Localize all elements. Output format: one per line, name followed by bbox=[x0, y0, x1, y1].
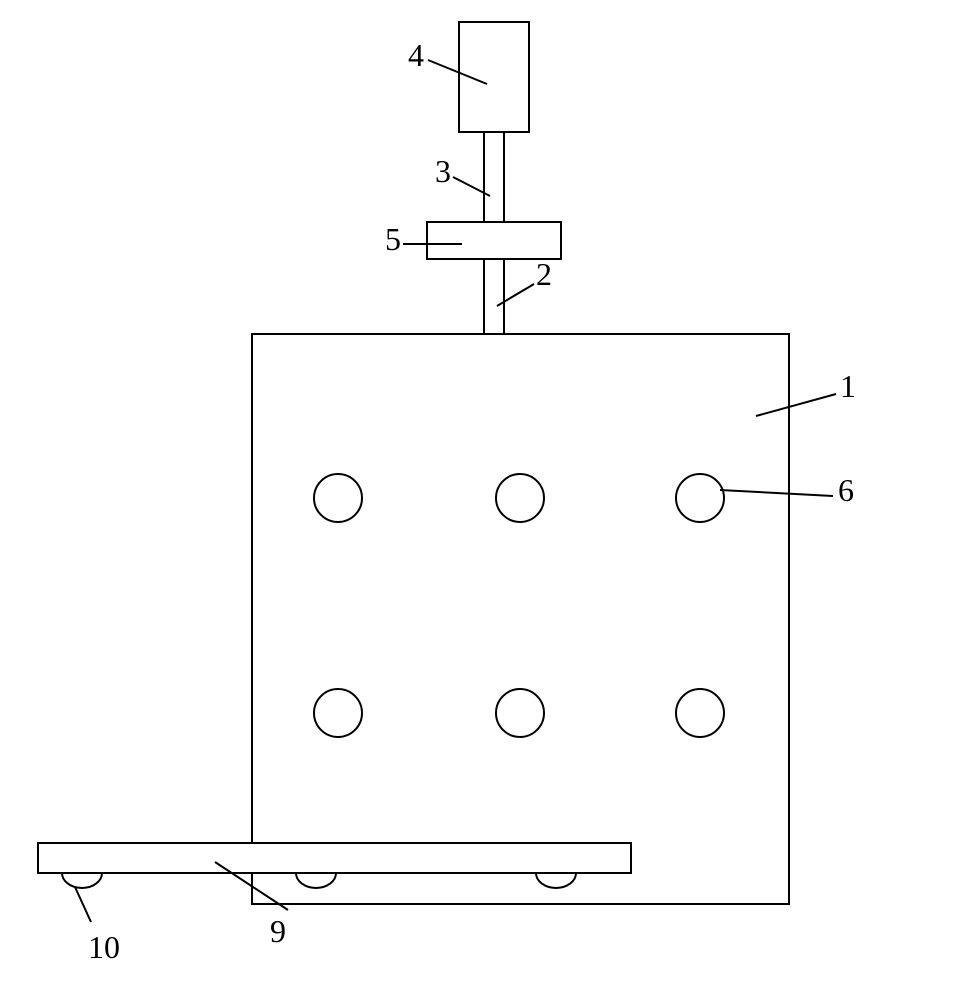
main-box bbox=[252, 334, 789, 904]
label-2: 2 bbox=[536, 256, 552, 293]
wheel-icon bbox=[296, 873, 336, 888]
leader-4 bbox=[428, 60, 487, 84]
upper-shaft bbox=[484, 132, 504, 222]
hole-icon bbox=[314, 474, 362, 522]
leader-1 bbox=[756, 394, 836, 416]
label-9: 9 bbox=[270, 913, 286, 950]
coupling-disc bbox=[427, 222, 561, 259]
label-5: 5 bbox=[385, 221, 401, 258]
hole-icon bbox=[314, 689, 362, 737]
hole-icon bbox=[676, 474, 724, 522]
lower-shaft bbox=[484, 259, 504, 334]
tray bbox=[38, 843, 631, 873]
label-10: 10 bbox=[88, 929, 120, 966]
wheel-icon bbox=[536, 873, 576, 888]
wheel-icon bbox=[62, 873, 102, 888]
label-1: 1 bbox=[840, 368, 856, 405]
leader-6 bbox=[720, 490, 833, 496]
schematic-diagram bbox=[0, 0, 973, 1000]
leader-2 bbox=[497, 284, 534, 306]
hole-icon bbox=[496, 474, 544, 522]
hole-icon bbox=[676, 689, 724, 737]
hole-icon bbox=[496, 689, 544, 737]
label-3: 3 bbox=[435, 153, 451, 190]
label-4: 4 bbox=[408, 37, 424, 74]
label-6: 6 bbox=[838, 472, 854, 509]
leader-10 bbox=[75, 887, 91, 922]
